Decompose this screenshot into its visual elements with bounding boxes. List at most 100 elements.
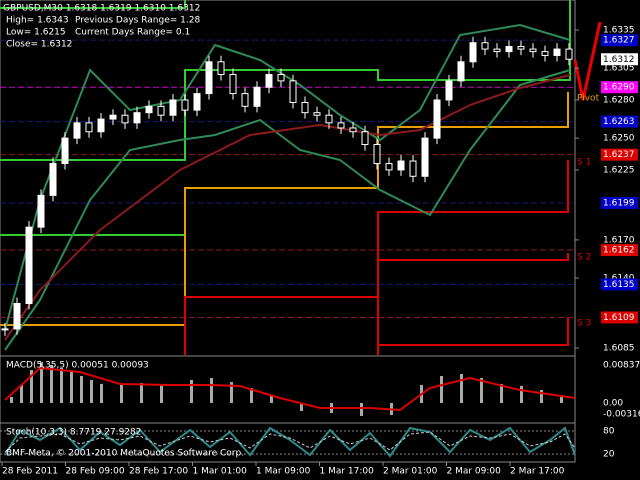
candle [409,160,417,177]
level-label: 1.6162 [603,246,635,256]
candle [529,48,537,53]
s1-label: S 1 [577,158,591,168]
price-label: 1.6085 [603,344,635,354]
candle [25,226,33,304]
candle [145,105,153,114]
candle [1,328,9,331]
candle [49,163,57,196]
time-label: 28 Feb 2011 [2,467,58,477]
candle [193,93,201,111]
candle [433,99,441,139]
candle [313,112,321,116]
candle [517,46,525,50]
candle [337,122,345,129]
candle [73,122,81,139]
candle [217,61,225,76]
level-box [601,196,638,209]
curr-range: Current Days Range= 0.1 [75,28,190,38]
candle [133,112,141,124]
candle [13,302,21,330]
level-box [601,311,638,324]
level-label: 1.6109 [603,313,635,323]
time-label: 2 Mar 01:00 [383,467,438,477]
candle [121,114,129,124]
support-line [378,318,569,346]
time-label: 2 Mar 09:00 [447,467,502,477]
candle [241,93,249,107]
level-label: 1.6312 [603,55,635,65]
time-label: 1 Mar 09:00 [256,467,311,477]
level-box [601,34,638,47]
level-label: 1.6237 [603,150,635,160]
time-label: 28 Feb 17:00 [129,467,188,477]
candle [349,127,357,133]
level-box [601,81,638,94]
candle [493,48,501,53]
price-label: 1.6335 [603,26,635,36]
price-label: 1.6225 [603,165,635,175]
candle [85,122,93,133]
candle [301,102,309,114]
level-box [601,244,638,257]
time-label: 28 Feb 09:00 [66,467,125,477]
candle [385,163,393,171]
candle [481,42,489,50]
stoch-tick: 20 [603,450,615,460]
candle [541,51,549,56]
forecast-arrow [573,21,602,101]
time-label: 2 Mar 17:00 [510,467,565,477]
candle [421,137,429,177]
macd-signal [4,366,576,412]
upper-band [4,23,571,331]
candle [169,99,177,116]
price-label: 1.6250 [603,134,635,144]
time-label: 1 Mar 01:00 [193,467,248,477]
macd-tick: 0.00 [603,399,623,409]
support-line [377,253,569,355]
stoch-main [4,426,576,458]
close: Close= 1.6312 [6,40,72,50]
candle [265,74,273,88]
level-box [601,115,638,128]
footer: BMF-Meta, © 2001-2010 MetaQuotes Softwar… [6,449,244,459]
level-label: 1.6290 [603,83,635,93]
s3-label: S 3 [577,319,591,329]
level-box [601,148,638,161]
candle [397,160,405,171]
candle [97,118,105,133]
level-label: 1.6327 [603,36,635,46]
candle [469,42,477,63]
resistance-line [0,0,186,9]
support-line [184,160,569,355]
level-label: 1.6135 [603,280,635,290]
high: High= 1.6343 [6,16,69,26]
candle [457,61,465,82]
macd-tick: 0.00837 [603,361,640,371]
level-label: 1.6199 [603,198,635,208]
stoch-signal [4,431,576,453]
prev-range: Previous Days Range= 1.28 [75,16,200,26]
candle [553,48,561,56]
symbol: GBPUSD,M30 1.6318 1.6319 1.6310 1.6312 [3,4,200,14]
price-label: 1.6305 [603,64,635,74]
macd-title: MACD(5,35,5) 0.00051 0.00093 [6,361,149,371]
candle [61,137,69,165]
candle [373,143,381,165]
lower-band [4,69,571,351]
candle [157,105,165,116]
level-box [601,278,638,291]
resistance-line [0,0,571,161]
candle [205,61,213,95]
candle [37,194,45,228]
candle [277,74,285,82]
candle [181,99,189,111]
macd-tick: -0.00316 [603,410,640,420]
candle [445,80,453,101]
s2-label: S 2 [577,253,591,263]
candle [361,131,369,145]
price-label: 1.6170 [603,235,635,245]
price-label: 1.6280 [603,95,635,105]
level-box [601,53,638,66]
candle [253,86,261,107]
candle [565,48,573,60]
